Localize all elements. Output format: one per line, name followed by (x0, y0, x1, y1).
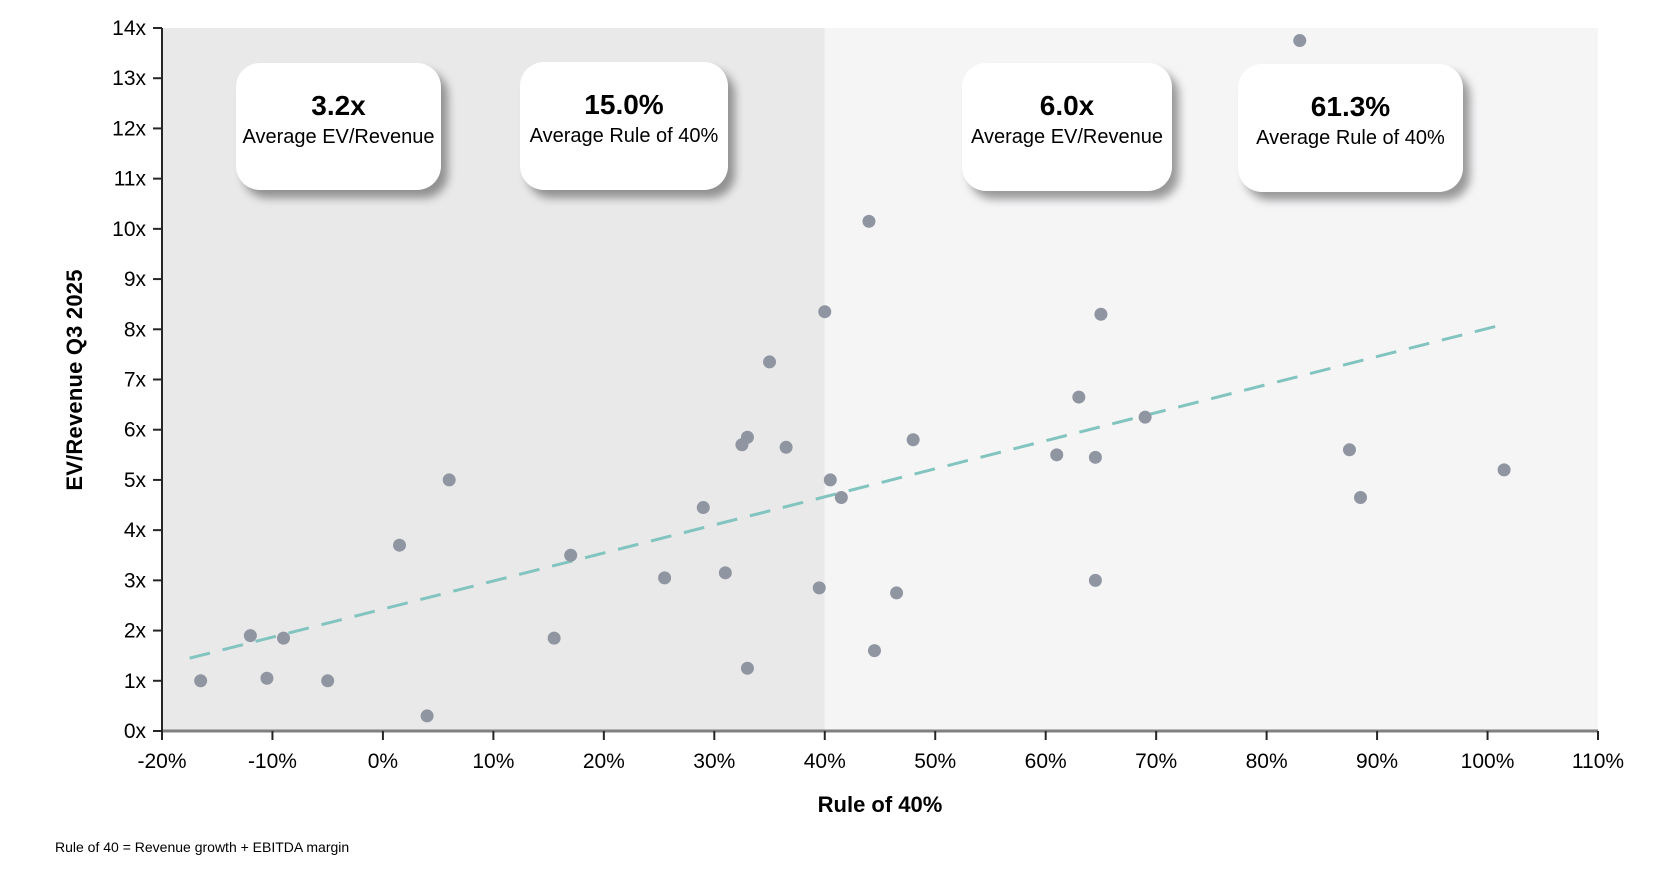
y-tick-label: 7x (124, 369, 147, 392)
y-tick-label: 0x (124, 720, 147, 743)
data-point (763, 355, 777, 369)
footnote: Rule of 40 = Revenue growth + EBITDA mar… (55, 839, 350, 855)
data-point (1072, 390, 1086, 404)
data-point (420, 709, 434, 723)
x-tick-label: 70% (1135, 750, 1177, 773)
callout-avg-rule-of-40-below-40: 15.0% Average Rule of 40% (520, 62, 728, 190)
y-tick-label: 1x (124, 670, 147, 693)
data-point (1094, 307, 1108, 321)
data-point (1342, 443, 1356, 457)
data-point (867, 644, 881, 658)
data-point (818, 305, 832, 319)
trend-line (189, 322, 1505, 660)
data-point (740, 661, 754, 675)
x-tick-label: 10% (472, 750, 514, 773)
data-point (1138, 410, 1152, 424)
y-tick-label: 8x (124, 318, 147, 341)
y-tick-label: 12x (112, 117, 146, 140)
x-tick-label: 110% (1572, 750, 1624, 773)
data-point (1088, 450, 1102, 464)
data-point (779, 440, 793, 454)
callout-avg-ev-revenue-above-40: 6.0x Average EV/Revenue (962, 63, 1172, 191)
callout-avg-ev-revenue-below-40: 3.2x Average EV/Revenue (236, 63, 441, 190)
data-point (1050, 448, 1064, 462)
y-tick-label: 10x (112, 218, 146, 241)
data-point (1293, 34, 1307, 48)
callout-value: 6.0x (1039, 90, 1095, 121)
data-point (740, 430, 754, 444)
x-tick-label: 20% (583, 750, 625, 773)
x-tick-label: 40% (804, 750, 846, 773)
y-tick-label: 5x (124, 469, 147, 492)
callout-label: Average Rule of 40% (529, 125, 719, 147)
data-point (718, 566, 732, 580)
x-tick-label: -20% (137, 750, 186, 773)
data-point (834, 491, 848, 505)
x-tick-label: 90% (1356, 750, 1398, 773)
x-tick-label: 30% (693, 750, 735, 773)
x-tick-label: 0% (368, 750, 398, 773)
region-above-40 (824, 28, 1598, 731)
callout-value: 3.2x (311, 89, 366, 121)
y-tick-label: 11x (114, 168, 147, 191)
data-point (392, 538, 406, 552)
y-tick-label: 14x (112, 17, 146, 40)
data-point (260, 671, 274, 685)
callout-value: 61.3% (1310, 91, 1391, 122)
y-tick-label: 9x (124, 268, 147, 291)
callout-value: 15.0% (584, 89, 664, 120)
x-tick-label: 100% (1461, 750, 1515, 773)
data-point (906, 433, 920, 447)
y-tick-label: 2x (124, 620, 147, 643)
x-axis-title: Rule of 40% (817, 792, 943, 817)
callout-label: Average EV/Revenue (971, 126, 1163, 148)
data-point (1354, 491, 1368, 505)
y-tick-label: 3x (124, 569, 147, 592)
x-tick-label: 60% (1025, 750, 1067, 773)
y-tick-label: 4x (124, 519, 147, 542)
x-tick-label: 80% (1246, 750, 1288, 773)
x-tick-label: -10% (248, 750, 297, 773)
data-point (658, 571, 672, 585)
data-point (862, 214, 876, 228)
data-point (890, 586, 904, 600)
data-point (564, 548, 578, 562)
callout-avg-rule-of-40-above-40: 61.3% Average Rule of 40% (1238, 64, 1463, 192)
callout-label: Average EV/Revenue (242, 125, 435, 148)
data-point (321, 674, 335, 688)
y-tick-label: 13x (112, 67, 146, 90)
data-point (823, 473, 837, 487)
y-axis-title: EV/Revenue Q3 2025 (62, 269, 87, 491)
data-point (1088, 573, 1102, 587)
data-point (442, 473, 456, 487)
data-point (547, 631, 561, 645)
data-point (277, 631, 291, 645)
data-point (1497, 463, 1511, 477)
y-tick-label: 6x (124, 419, 147, 442)
data-point (243, 629, 257, 643)
x-tick-label: 50% (914, 750, 956, 773)
callout-label: Average Rule of 40% (1256, 127, 1445, 149)
data-point (696, 501, 710, 515)
data-point (194, 674, 208, 688)
data-point (812, 581, 826, 595)
